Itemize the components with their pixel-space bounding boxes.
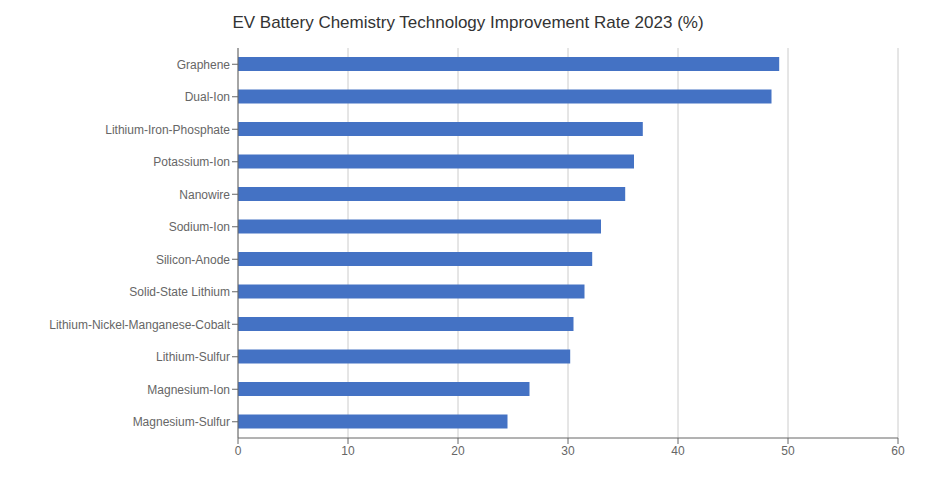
svg-text:Silicon-Anode: Silicon-Anode <box>156 253 230 267</box>
svg-text:Lithium-Nickel-Manganese-Cobal: Lithium-Nickel-Manganese-Cobalt <box>49 318 230 332</box>
svg-text:20: 20 <box>451 444 465 458</box>
svg-text:Solid-State Lithium: Solid-State Lithium <box>129 285 230 299</box>
svg-text:Graphene: Graphene <box>177 58 231 72</box>
svg-text:Nanowire: Nanowire <box>179 188 230 202</box>
svg-text:0: 0 <box>235 444 242 458</box>
svg-text:Sodium-Ion: Sodium-Ion <box>169 220 230 234</box>
svg-text:40: 40 <box>671 444 685 458</box>
svg-text:50: 50 <box>781 444 795 458</box>
svg-text:Lithium-Sulfur: Lithium-Sulfur <box>156 350 230 364</box>
svg-text:30: 30 <box>561 444 575 458</box>
svg-text:60: 60 <box>891 444 905 458</box>
svg-text:Dual-Ion: Dual-Ion <box>185 90 230 104</box>
svg-text:Lithium-Iron-Phosphate: Lithium-Iron-Phosphate <box>105 123 230 137</box>
svg-text:Magnesium-Sulfur: Magnesium-Sulfur <box>133 415 230 429</box>
html-text:EV Battery Chemistry Technolog: EV Battery Chemistry Technology Improvem… <box>232 13 704 32</box>
svg-text:Potassium-Ion: Potassium-Ion <box>153 155 230 169</box>
svg-text:10: 10 <box>341 444 355 458</box>
svg-text:Magnesium-Ion: Magnesium-Ion <box>147 383 230 397</box>
